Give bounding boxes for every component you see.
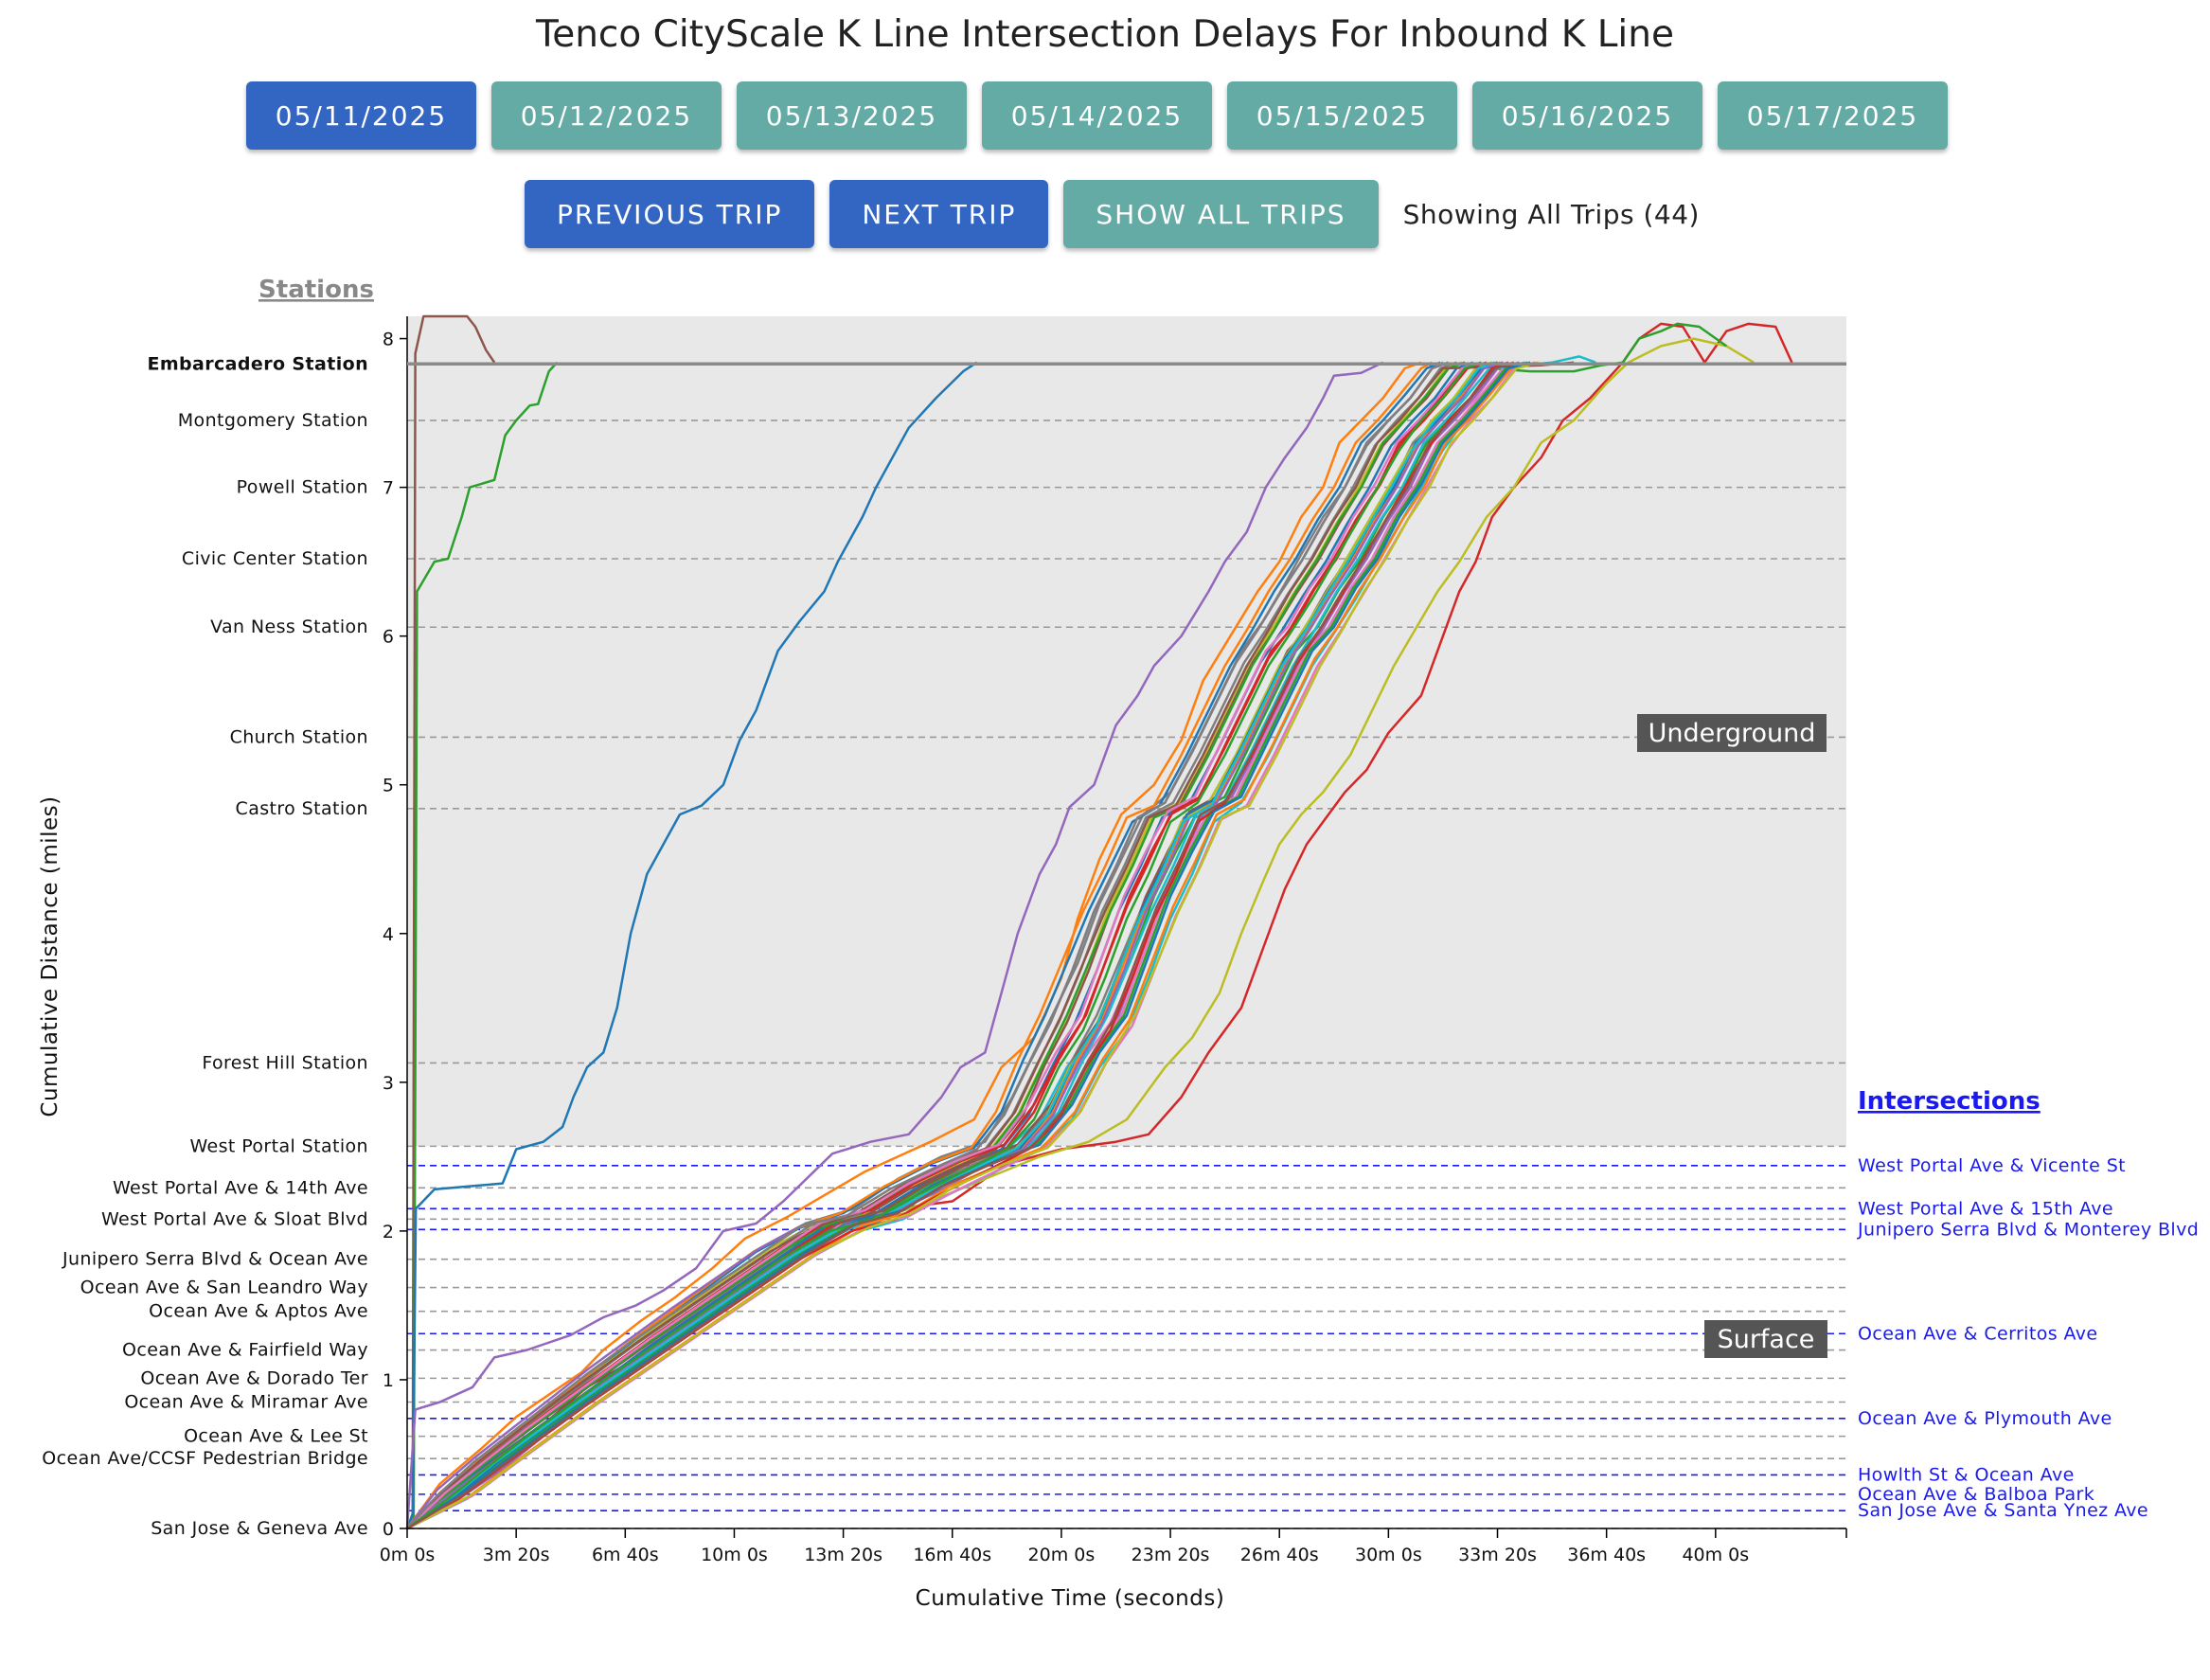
intersection-label-west-portal-ave-vicente-st: West Portal Ave & Vicente St	[1858, 1155, 2126, 1176]
trip-series-34	[406, 361, 1504, 1529]
x-tick-label-400: 6m 40s	[592, 1545, 659, 1565]
trip-series-37	[406, 361, 1482, 1529]
y-tick-label-6: 6	[383, 627, 394, 648]
station-label-san-jose-geneva-ave: San Jose & Geneva Ave	[151, 1518, 368, 1539]
trip-series-4	[405, 361, 1384, 1529]
underground-zone-label-background	[1637, 714, 1827, 752]
trip-series-2	[405, 361, 559, 1529]
trip-navigation: PREVIOUS TRIP NEXT TRIP SHOW ALL TRIPS S…	[525, 180, 1700, 248]
trip-series-38	[406, 361, 1540, 1530]
intersection-label-ocean-ave-plymouth-ave: Ocean Ave & Plymouth Ave	[1858, 1408, 2112, 1429]
intersection-label-junipero-serra-blvd-monterey-blvd: Junipero Serra Blvd & Monterey Blvd	[1857, 1219, 2199, 1240]
station-label-west-portal-station: West Portal Station	[189, 1135, 368, 1156]
date-button-05-15[interactable]: 05/15/2025	[1227, 81, 1457, 150]
y-tick-label-5: 5	[383, 776, 394, 796]
date-button-05-17[interactable]: 05/17/2025	[1718, 81, 1948, 150]
y-tick-label-0: 0	[383, 1519, 394, 1540]
trip-series-32	[406, 361, 1528, 1530]
y-tick-label-2: 2	[383, 1222, 394, 1242]
date-button-05-13[interactable]: 05/13/2025	[737, 81, 967, 150]
trip-series-5	[405, 361, 1422, 1529]
station-label-west-portal-ave-sloat-blvd: West Portal Ave & Sloat Blvd	[101, 1208, 368, 1229]
intersection-label-howlth-st-ocean-ave: Howlth St & Ocean Ave	[1858, 1464, 2075, 1485]
station-label-forest-hill-station: Forest Hill Station	[202, 1052, 368, 1073]
chart-title: Tenco CityScale K Line Intersection Dela…	[536, 13, 1674, 56]
trip-series-21	[406, 361, 1474, 1529]
surface-zone-label: Surface	[1718, 1325, 1815, 1354]
intersection-label-ocean-ave-cerritos-ave: Ocean Ave & Cerritos Ave	[1858, 1323, 2097, 1344]
trip-series-39	[406, 361, 1450, 1529]
y-axis-title: Cumulative Distance (miles)	[38, 795, 62, 1117]
trip-status-text: Showing All Trips (44)	[1402, 198, 1700, 230]
station-label-ocean-ave-san-leandro-way: Ocean Ave & San Leandro Way	[80, 1278, 368, 1298]
trip-series-3	[405, 361, 978, 1529]
trip-series-33	[406, 361, 1575, 1529]
x-tick-label-1200: 20m 0s	[1028, 1545, 1096, 1565]
intersection-label-ocean-ave-balboa-park: Ocean Ave & Balboa Park	[1858, 1484, 2094, 1505]
y-tick-label-8: 8	[383, 330, 394, 350]
surface-zone-background	[407, 1146, 1846, 1528]
underground-zone-label: Underground	[1649, 719, 1816, 748]
station-label-junipero-serra-blvd-ocean-ave: Junipero Serra Blvd & Ocean Ave	[62, 1249, 368, 1270]
x-tick-label-2000: 33m 20s	[1458, 1545, 1537, 1565]
x-tick-label-600: 10m 0s	[701, 1545, 768, 1565]
date-button-05-11[interactable]: 05/11/2025	[246, 81, 476, 150]
x-tick-label-1600: 26m 40s	[1240, 1545, 1319, 1565]
x-tick-label-2200: 36m 40s	[1567, 1545, 1646, 1565]
trip-series-1	[405, 314, 496, 1529]
station-label-civic-center-station: Civic Center Station	[182, 548, 368, 569]
x-tick-label-1000: 16m 40s	[913, 1545, 991, 1565]
station-label-church-station: Church Station	[230, 726, 368, 747]
trip-series-43	[406, 361, 1515, 1530]
station-label-ocean-ave-aptos-ave: Ocean Ave & Aptos Ave	[149, 1301, 368, 1322]
previous-trip-button[interactable]: PREVIOUS TRIP	[525, 180, 815, 248]
labels-layer: Montgomery Station Powell Station Civic Ce…	[42, 276, 2199, 1539]
station-label-ocean-ave-fairfield-way: Ocean Ave & Fairfield Way	[122, 1340, 368, 1361]
x-tick-label-200: 3m 20s	[483, 1545, 550, 1565]
station-label-ocean-ave-miramar-ave: Ocean Ave & Miramar Ave	[124, 1392, 368, 1413]
x-tick-label-1400: 23m 20s	[1132, 1545, 1210, 1565]
station-label-montgomery-station: Montgomery Station	[178, 410, 368, 431]
surface-zone-label-background	[1704, 1320, 1827, 1358]
series-layer	[405, 314, 1793, 1530]
intersections-header-link[interactable]: Intersections	[1858, 1087, 2041, 1116]
axes: 0 1 2 3 4 5 6 7 8 0m 0s 3m 20s 6m 40s 10m 0s 13m 20s 1…	[38, 316, 1847, 1611]
station-label-ocean-ave-ccsf-pedestrian-bridge: Ocean Ave/CCSF Pedestrian Bridge	[42, 1448, 368, 1469]
x-tick-label-2400: 40m 0s	[1682, 1545, 1749, 1565]
y-tick-label-7: 7	[383, 478, 394, 499]
date-selector: 05/11/2025 05/12/2025 05/13/2025 05/14/2…	[246, 81, 1948, 150]
y-tick-label-1: 1	[383, 1370, 394, 1391]
x-tick-label-0: 0m 0s	[380, 1545, 436, 1565]
x-tick-label-800: 13m 20s	[804, 1545, 882, 1565]
trip-series-42	[406, 361, 1482, 1530]
next-trip-button[interactable]: NEXT TRIP	[829, 180, 1049, 248]
date-button-05-14[interactable]: 05/14/2025	[982, 81, 1212, 150]
x-axis-title: Cumulative Time (seconds)	[916, 1586, 1225, 1611]
date-button-05-12[interactable]: 05/12/2025	[491, 81, 722, 150]
station-label-ocean-ave-lee-st: Ocean Ave & Lee St	[184, 1426, 368, 1447]
terminal-label: Embarcadero Station	[147, 353, 368, 374]
trip-series-41	[406, 361, 1531, 1530]
y-tick-label-4: 4	[383, 924, 394, 945]
station-label-castro-station: Castro Station	[236, 798, 368, 819]
trip-series-22	[406, 361, 1466, 1529]
date-button-05-16[interactable]: 05/16/2025	[1472, 81, 1702, 150]
x-tick-label-1800: 30m 0s	[1355, 1545, 1422, 1565]
stations-header-link[interactable]: Stations	[258, 276, 374, 304]
y-tick-label-3: 3	[383, 1073, 394, 1094]
intersection-label-west-portal-ave-15th-ave: West Portal Ave & 15th Ave	[1858, 1198, 2113, 1219]
station-label-ocean-ave-dorado-ter: Ocean Ave & Dorado Ter	[140, 1367, 368, 1388]
trip-series-40	[406, 361, 1496, 1530]
station-label-van-ness-station: Van Ness Station	[210, 617, 368, 637]
intersection-label-san-jose-ave-santa-ynez-ave: San Jose Ave & Santa Ynez Ave	[1858, 1500, 2148, 1521]
show-all-trips-button[interactable]: SHOW ALL TRIPS	[1063, 180, 1379, 248]
station-label-powell-station: Powell Station	[237, 477, 368, 498]
station-label-west-portal-ave-14th-ave: West Portal Ave & 14th Ave	[113, 1177, 368, 1198]
